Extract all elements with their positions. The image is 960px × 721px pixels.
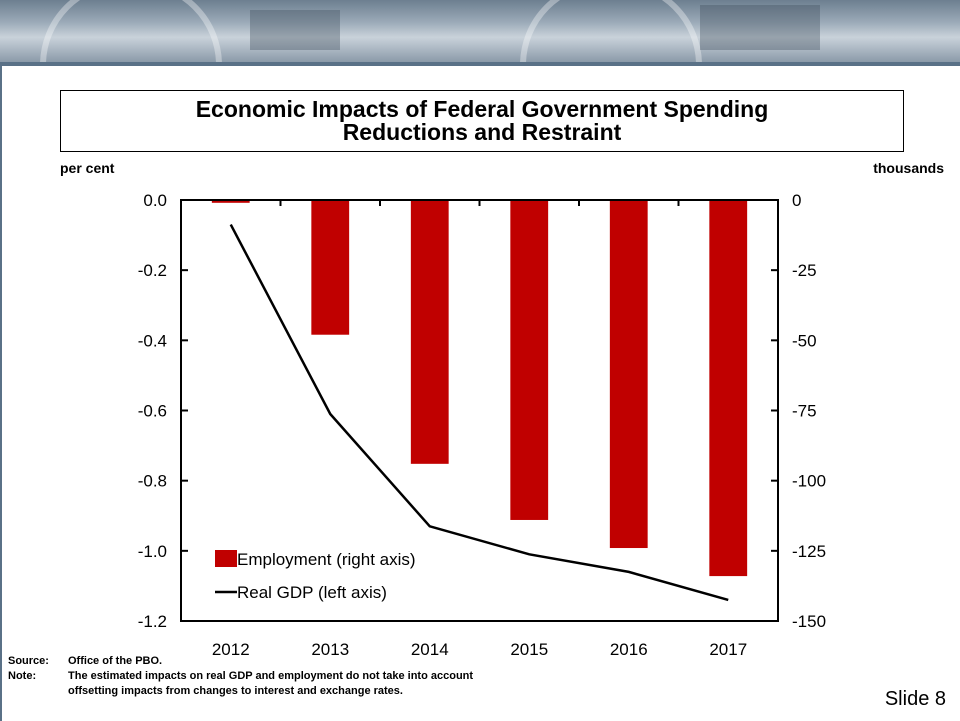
note-text-2: offsetting impacts from changes to inter… xyxy=(68,685,403,697)
legend-label-employment: Employment (right axis) xyxy=(237,550,416,569)
chart-title: Economic Impacts of Federal Government S… xyxy=(60,90,904,152)
x-axis-tick-label: 2014 xyxy=(411,640,449,659)
x-axis-tick-label: 2017 xyxy=(709,640,747,659)
right-axis-tick-label: -125 xyxy=(792,542,826,561)
legend-swatch-employment xyxy=(215,550,237,567)
right-axis-tick-label: -100 xyxy=(792,472,826,491)
note-label: Note: xyxy=(8,670,37,682)
right-axis-tick-label: -75 xyxy=(792,402,817,421)
note-text-1: The estimated impacts on real GDP and em… xyxy=(68,670,474,682)
right-axis-unit: thousands xyxy=(873,160,944,176)
left-axis-tick-label: -0.4 xyxy=(138,331,167,350)
employment-bar xyxy=(410,200,449,464)
legend-label-real-gdp: Real GDP (left axis) xyxy=(237,583,387,602)
right-axis-tick-label: -150 xyxy=(792,612,826,631)
chart-title-line-1: Economic Impacts of Federal Government S… xyxy=(195,96,769,122)
employment-bar xyxy=(609,200,648,549)
source-text: Office of the PBO. xyxy=(68,655,163,667)
chart-notes: Source: Office of the PBO. Note: The est… xyxy=(8,654,473,699)
left-axis-tick-label: -0.8 xyxy=(138,472,167,491)
right-axis-tick-label: -50 xyxy=(792,331,817,350)
employment-bar xyxy=(709,200,748,577)
banner-divider xyxy=(0,62,960,66)
right-axis-tick-label: 0 xyxy=(792,191,801,210)
x-axis-tick-label: 2013 xyxy=(311,640,349,659)
header-banner xyxy=(0,0,960,62)
employment-bar xyxy=(311,200,350,335)
x-axis-tick-label: 2016 xyxy=(610,640,648,659)
right-axis-tick-label: -25 xyxy=(792,261,817,280)
left-axis-tick-label: -0.2 xyxy=(138,261,167,280)
left-axis-tick-label: -1.2 xyxy=(138,612,167,631)
employment-bar xyxy=(510,200,549,520)
left-axis-unit: per cent xyxy=(60,160,115,176)
employment-bar xyxy=(211,200,250,203)
left-rule xyxy=(0,66,2,721)
slide-number: Slide 8 xyxy=(884,688,946,710)
chart-title-line-2: Reductions and Restraint xyxy=(342,119,622,145)
left-axis-tick-label: -1.0 xyxy=(138,542,167,561)
x-axis-tick-label: 2012 xyxy=(212,640,250,659)
x-axis-tick-label: 2015 xyxy=(510,640,548,659)
left-axis-tick-label: 0.0 xyxy=(143,191,167,210)
left-axis-tick-label: -0.6 xyxy=(138,402,167,421)
banner-stone-decoration xyxy=(250,10,340,50)
source-label: Source: xyxy=(8,655,49,667)
banner-stone-decoration xyxy=(700,5,820,50)
real-gdp-line xyxy=(229,223,729,602)
